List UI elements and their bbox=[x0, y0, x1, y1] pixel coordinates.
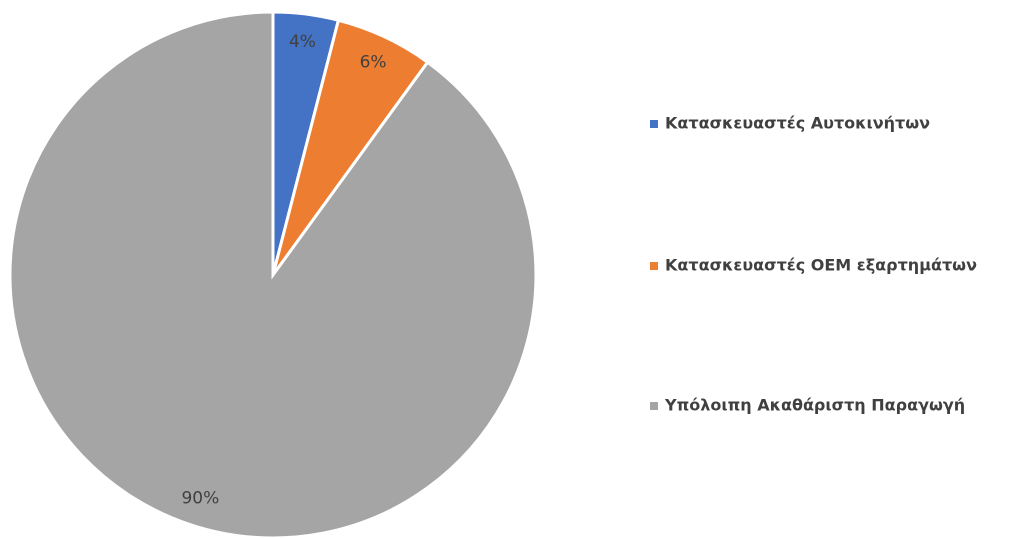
data-label: 4% bbox=[289, 32, 316, 52]
legend-marker bbox=[650, 402, 658, 410]
legend-label: Υπόλοιπη Ακαθάριστη Παραγωγή bbox=[664, 396, 965, 415]
legend-label: Κατασκευαστές Αυτοκινήτων bbox=[665, 114, 930, 133]
data-label: 90% bbox=[181, 488, 219, 508]
pie-slice bbox=[8, 10, 538, 538]
legend-marker bbox=[650, 262, 658, 270]
data-label: 6% bbox=[360, 52, 387, 72]
legend-marker bbox=[650, 120, 658, 128]
legend-label: Κατασκευαστές OEM εξαρτημάτων bbox=[665, 256, 977, 275]
